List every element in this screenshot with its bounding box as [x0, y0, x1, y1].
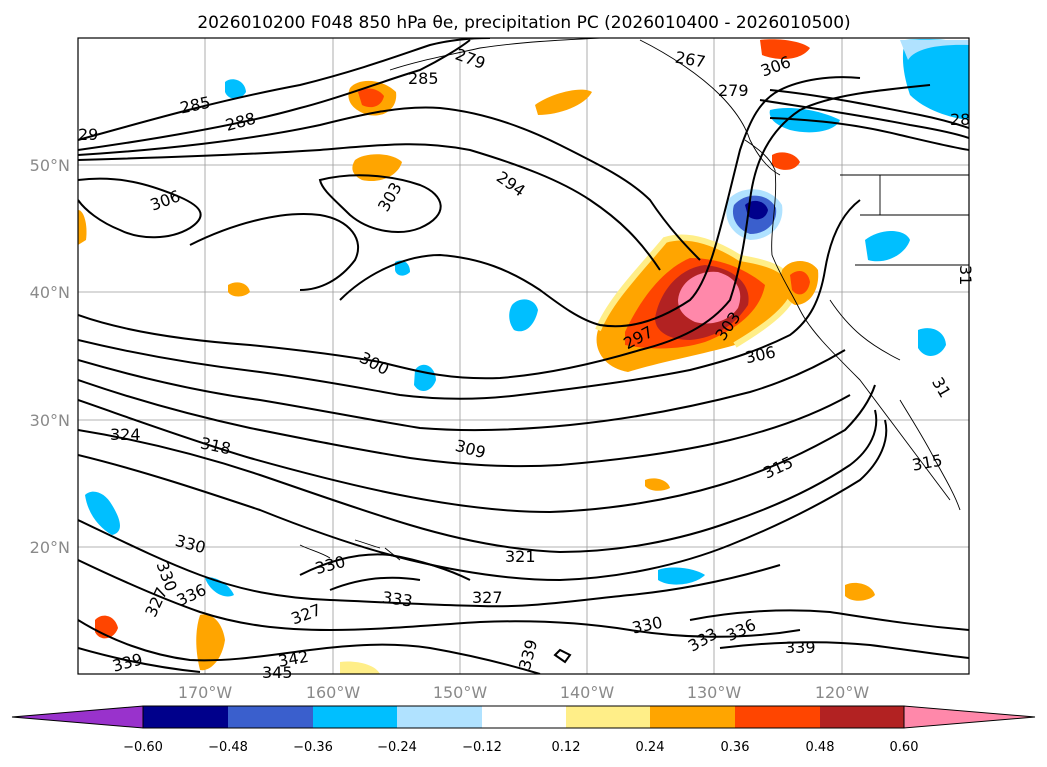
theta-e-labels: 279 285 285 288 29 306 303 294 297 303 3… [78, 45, 975, 682]
cbtick-7: 0.36 [721, 740, 750, 755]
cbtick-5: 0.12 [552, 740, 581, 755]
precip-neg-ocean-6 [395, 260, 410, 276]
cbtick-1: −0.48 [208, 740, 248, 755]
xtick-170w: 170°W [178, 683, 233, 702]
cbtick-9: 0.60 [890, 740, 919, 755]
precip-neg-oregon-dark [745, 200, 768, 220]
clab-327-a: 327 [472, 588, 503, 607]
precip-neg-idaho [865, 231, 910, 262]
clab-345: 345 [262, 663, 293, 682]
precip-pos-10 [645, 478, 670, 491]
precip-pos-4 [772, 152, 800, 170]
clab-31-a: 31 [956, 265, 975, 285]
precip-neg-ocean-3 [85, 491, 120, 535]
clab-279-b: 279 [718, 81, 749, 100]
clab-321: 321 [505, 547, 536, 566]
colorbar: −0.60 −0.48 −0.36 −0.24 −0.12 0.12 0.24 … [11, 705, 1036, 755]
y-axis-labels: 20°N 30°N 40°N 50°N [30, 156, 70, 557]
precip-blob-main-pink [678, 271, 741, 324]
ytick-50n: 50°N [30, 156, 70, 175]
clab-285-b: 285 [408, 69, 439, 88]
colorbar-seg-1 [143, 706, 228, 728]
clab-29: 29 [78, 125, 98, 144]
ytick-40n: 40°N [30, 283, 70, 302]
gridlines [78, 38, 969, 674]
precip-pos-6 [196, 614, 225, 671]
precip-neg-ocean-1 [509, 299, 538, 332]
precip-pos-2 [535, 89, 592, 115]
precip-pos-3 [760, 39, 810, 60]
xtick-120w: 120°W [815, 683, 870, 702]
precip-blob-coast-red [790, 270, 810, 295]
precip-pos-12 [340, 661, 380, 674]
precip-neg-bc-light [900, 40, 969, 60]
coastlines [299, 38, 969, 561]
clab-324: 324 [110, 425, 141, 444]
precip-neg-ocean-4 [658, 567, 705, 585]
precip-shading [78, 39, 969, 674]
xtick-160w: 160°W [306, 683, 361, 702]
ytick-20n: 20°N [30, 538, 70, 557]
theta-e-isolines [78, 38, 969, 674]
clab-339-b: 339 [785, 638, 816, 657]
precip-pos-11 [78, 210, 87, 245]
colorbar-seg-3 [313, 706, 397, 728]
xtick-130w: 130°W [687, 683, 742, 702]
xtick-150w: 150°W [433, 683, 488, 702]
map-background [78, 38, 969, 674]
precip-neg-ocean-7 [205, 577, 234, 597]
clab-28: 28 [950, 110, 970, 129]
precip-pos-1 [352, 154, 402, 182]
cbtick-2: −0.36 [293, 740, 333, 755]
colorbar-seg-8 [735, 706, 820, 728]
xtick-140w: 140°W [560, 683, 615, 702]
colorbar-frame [142, 705, 905, 729]
precip-neg-nevada [918, 328, 946, 356]
x-axis-labels: 170°W 160°W 150°W 140°W 130°W 120°W [178, 683, 870, 702]
precip-neg-ocean-5 [225, 79, 246, 99]
map-frame [77, 37, 970, 675]
cbtick-0: −0.60 [123, 740, 163, 755]
precip-pos-8 [845, 582, 875, 601]
ytick-30n: 30°N [30, 411, 70, 430]
colorbar-extend-high [903, 705, 1036, 729]
colorbar-extend-low [11, 705, 144, 729]
clab-333-a: 333 [381, 588, 414, 611]
precip-neg-bc [902, 39, 969, 120]
colorbar-seg-6 [566, 706, 650, 728]
colorbar-seg-9 [820, 706, 904, 728]
cbtick-4: −0.12 [462, 740, 502, 755]
cbtick-6: 0.24 [636, 740, 665, 755]
precip-pos-9 [228, 282, 250, 297]
cbtick-3: −0.24 [377, 740, 417, 755]
colorbar-seg-2 [228, 706, 313, 728]
chart-title: 2026010200 F048 850 hPa θe, precipitatio… [197, 13, 850, 33]
colorbar-seg-4 [397, 706, 482, 728]
colorbar-seg-5 [482, 706, 566, 728]
colorbar-seg-7 [650, 706, 735, 728]
precip-pos-aleutian-red [358, 88, 384, 108]
cbtick-8: 0.48 [806, 740, 835, 755]
